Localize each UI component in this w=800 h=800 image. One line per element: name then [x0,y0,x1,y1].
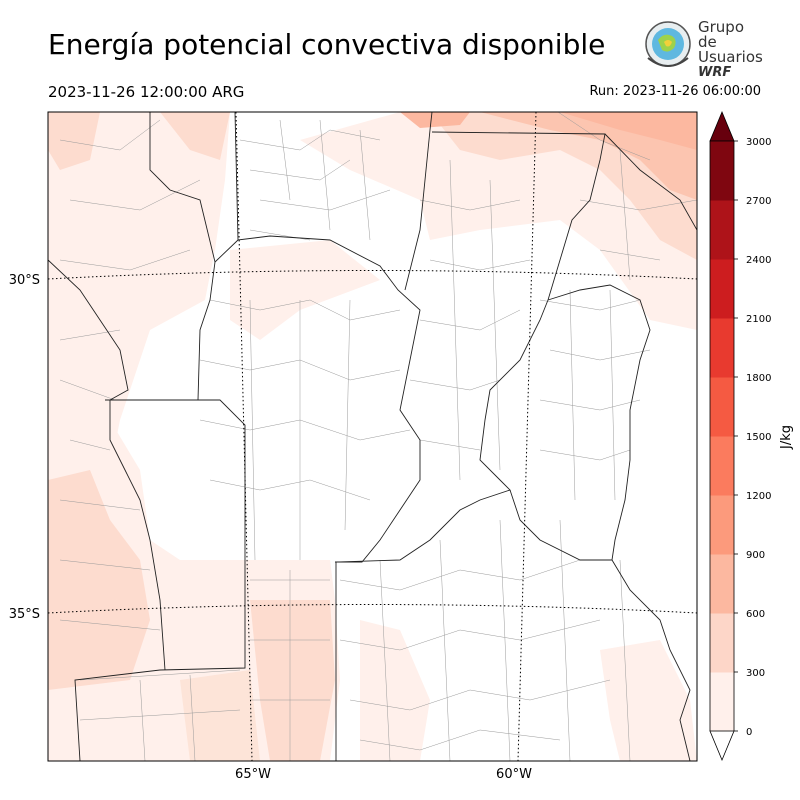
colorbar-tick-label: 2400 [746,255,771,266]
colorbar-tick-label: 1500 [746,432,771,443]
colorbar-tick-label: 900 [746,550,765,561]
map-frame [47,111,698,762]
colorbar: 0 300 600 900 1200 1500 1800 2100 2400 2700 3000 [709,110,771,762]
colorbar-segment [710,613,734,673]
colorbar-segment [710,377,734,437]
logo-line3: WRF [698,65,732,80]
colorbar-tick-label: 1800 [746,373,771,384]
colorbar-tick-label: 2700 [746,196,771,207]
lat-label-30s: 30°S [9,273,40,288]
logo-line1: Grupo de [698,18,744,51]
colorbar-segment [710,436,734,496]
map-area [48,112,697,761]
colorbar-segment [710,554,734,614]
chart-title: Energía potencial convectiva disponible [48,28,606,61]
colorbar-tick-label: 3000 [746,137,771,148]
province-boundaries [48,112,697,761]
wrf-logo: Grupo de Usuarios WRF [640,18,763,80]
department-boundaries [59,112,697,761]
lat-label-35s: 35°S [9,607,40,622]
valid-time: 2023-11-26 12:00:00 ARG [48,83,245,101]
run-time: Run: 2023-11-26 06:00:00 [589,84,761,99]
colorbar-extend-min [709,730,735,762]
colorbar-segment [710,141,734,201]
lon-label-60w: 60°W [496,767,532,782]
colorbar-segment [710,200,734,260]
globe-icon [645,21,691,67]
logo-line2: Usuarios [698,48,763,66]
colorbar-segment [710,672,734,732]
colorbar-tick-label: 300 [746,668,765,679]
colorbar-tick-label: 2100 [746,314,771,325]
colorbar-tick-label: 1200 [746,491,771,502]
lon-label-65w: 65°W [235,767,271,782]
cape-shading [48,112,697,761]
colorbar-segment [710,259,734,319]
colorbar-segment [710,318,734,378]
graticule [48,112,697,761]
colorbar-extend-max [709,110,735,142]
colorbar-unit-label: J/kg [779,425,794,450]
colorbar-tick-label: 600 [746,609,765,620]
colorbar-segment [710,495,734,555]
colorbar-tick-label: 0 [746,727,752,738]
